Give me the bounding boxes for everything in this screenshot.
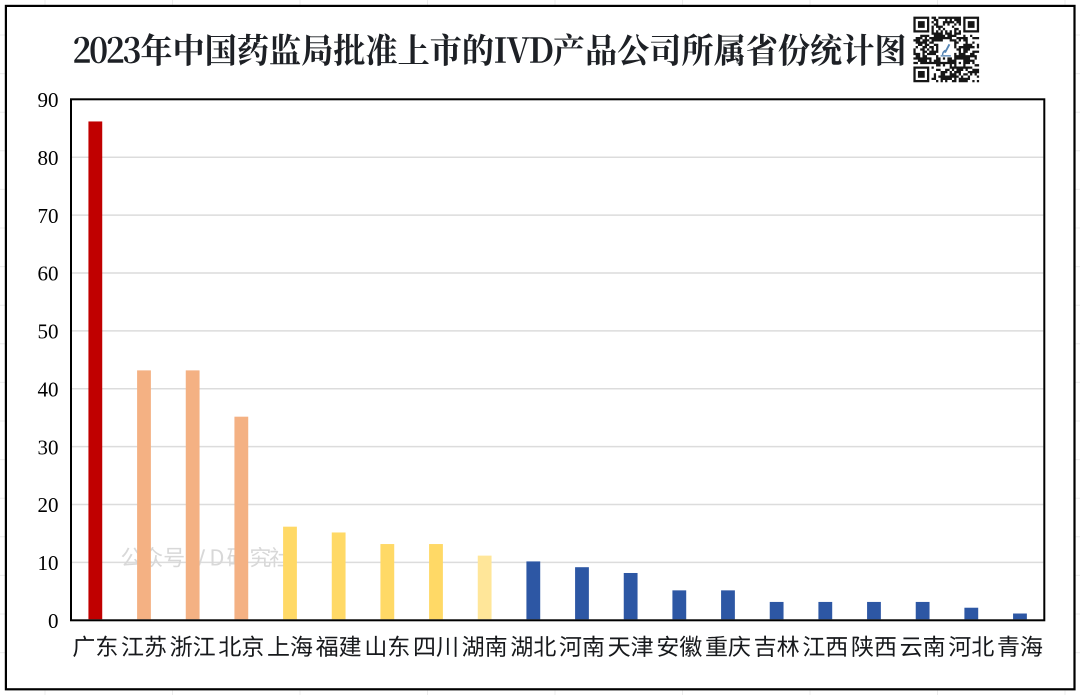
svg-text:80: 80 (38, 146, 59, 170)
svg-text:70: 70 (38, 204, 59, 228)
svg-text:90: 90 (38, 88, 59, 112)
svg-text:0: 0 (48, 609, 59, 633)
svg-text:40: 40 (38, 377, 59, 401)
svg-text:50: 50 (38, 320, 59, 344)
svg-text:20: 20 (38, 493, 59, 517)
svg-text:60: 60 (38, 262, 59, 286)
svg-text:30: 30 (38, 435, 59, 459)
svg-text:10: 10 (38, 551, 59, 575)
